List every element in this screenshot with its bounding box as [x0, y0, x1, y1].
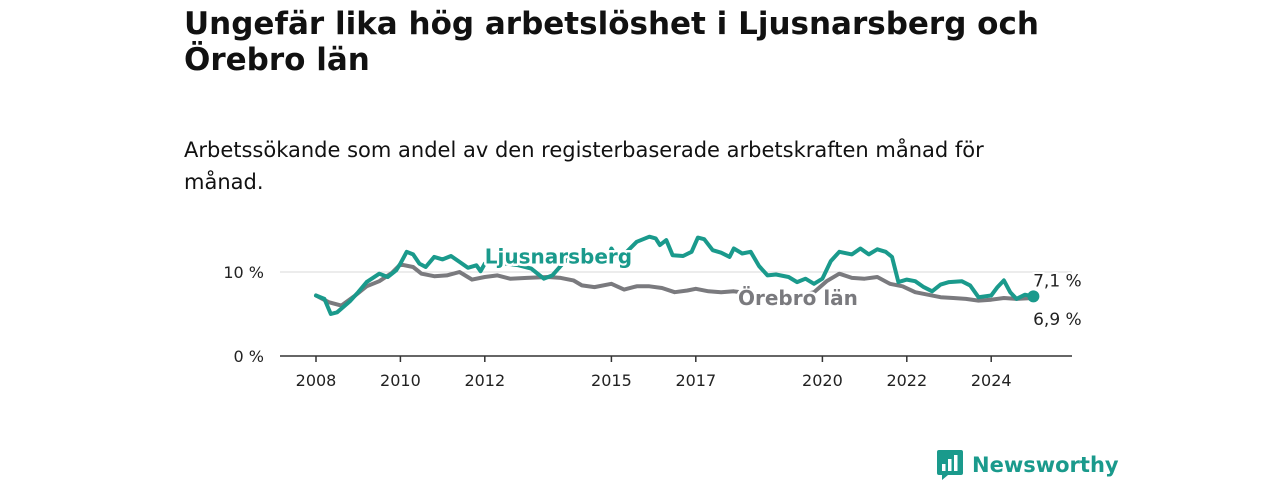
x-tick-label: 2024 [971, 371, 1012, 390]
brand-name: Newsworthy [972, 453, 1119, 477]
bar-chart-speech-bubble-icon [937, 450, 963, 480]
series-line-orebro [314, 262, 1036, 308]
series-label-orebro: Örebro län [738, 286, 858, 310]
x-tick-label: 2022 [886, 371, 927, 390]
x-tick-label: 2012 [464, 371, 505, 390]
x-tick-label: 2020 [802, 371, 843, 390]
end-value-ljusnarsberg: 7,1 % [1033, 271, 1082, 291]
brand-logo: Newsworthy [936, 448, 1119, 482]
x-tick-label: 2010 [380, 371, 421, 390]
end-marker-ljusnarsberg [1027, 290, 1040, 303]
chart-subtitle: Arbetssökande som andel av den registerb… [184, 138, 984, 194]
x-tick-label: 2017 [675, 371, 716, 390]
axis-layer: 0 % 10 % 2008 2010 2012 2015 2017 2020 2022 2024 [223, 263, 1072, 390]
end-value-orebro: 6,9 % [1033, 310, 1082, 330]
series-layer [314, 234, 1040, 316]
series-line-ljusnarsberg [314, 234, 1036, 316]
label-layer: Ljusnarsberg Örebro län 7,1 % 6,9 % [482, 242, 1083, 332]
chart-title: Ungefär lika hög arbetslöshet i Ljusnars… [184, 6, 1039, 78]
series-label-ljusnarsberg: Ljusnarsberg [485, 245, 632, 269]
x-tick-label: 2008 [296, 371, 337, 390]
x-tick-label: 2015 [591, 371, 632, 390]
y-tick-label: 0 % [234, 347, 264, 366]
y-tick-label: 10 % [223, 263, 264, 282]
